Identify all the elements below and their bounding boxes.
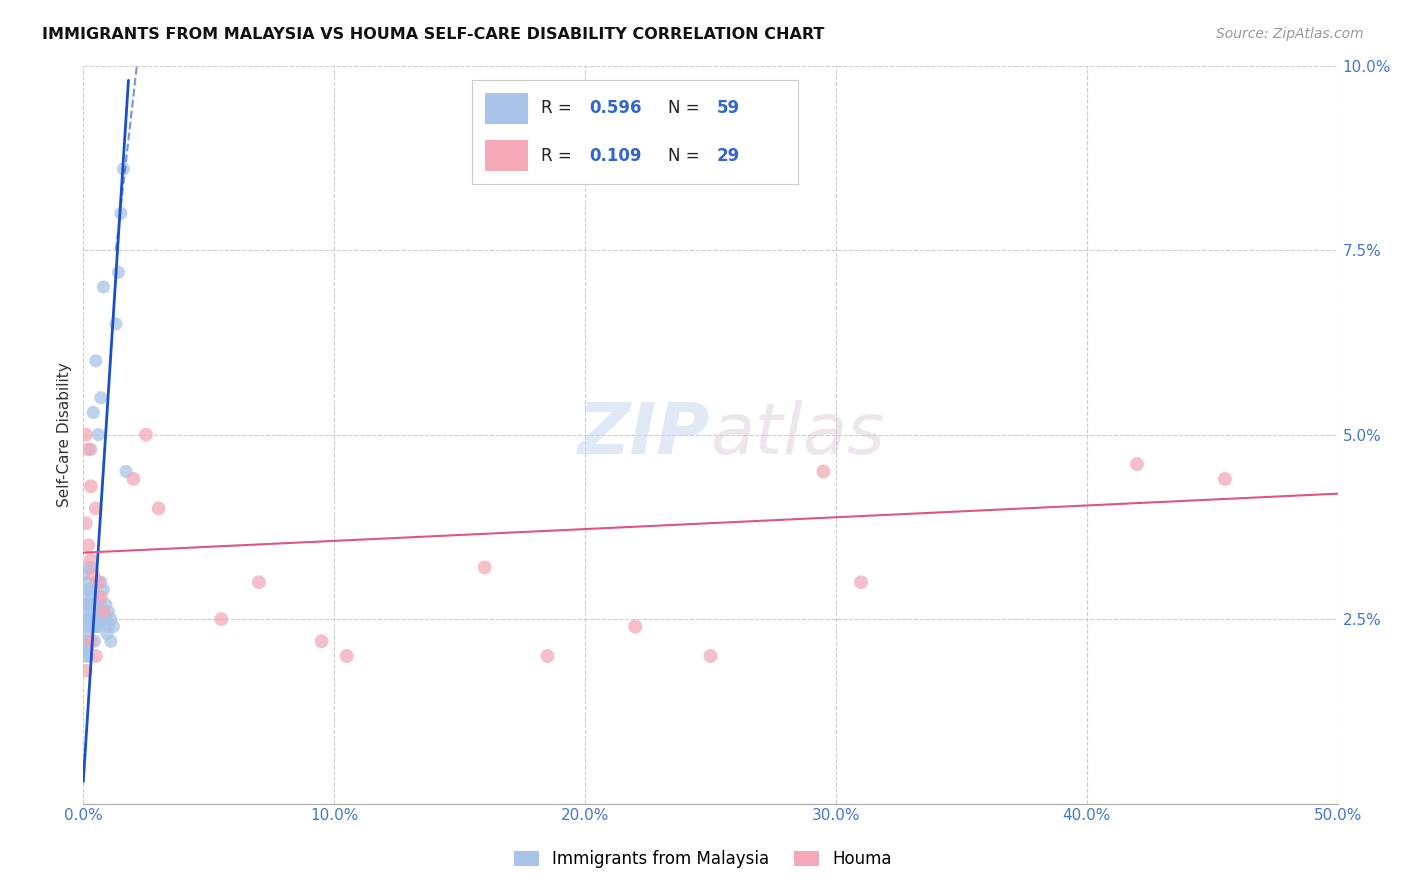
Point bbox=[87, 427, 110, 442]
Point bbox=[100, 612, 122, 626]
Point bbox=[813, 465, 835, 479]
Point bbox=[80, 560, 103, 574]
Point bbox=[97, 619, 120, 633]
Point bbox=[83, 634, 105, 648]
Point bbox=[311, 634, 333, 648]
Point bbox=[93, 280, 115, 294]
Point bbox=[77, 538, 100, 552]
Point bbox=[209, 612, 232, 626]
Point bbox=[77, 560, 100, 574]
Point bbox=[76, 634, 98, 648]
Point bbox=[94, 598, 117, 612]
Point bbox=[75, 427, 97, 442]
Point bbox=[91, 612, 114, 626]
Point bbox=[83, 619, 105, 633]
Point bbox=[87, 575, 110, 590]
Point bbox=[107, 265, 129, 279]
Point bbox=[624, 619, 647, 633]
Point bbox=[79, 612, 101, 626]
Point bbox=[90, 598, 112, 612]
Point bbox=[86, 619, 108, 633]
Point bbox=[82, 590, 104, 604]
Point bbox=[75, 641, 97, 656]
Point bbox=[87, 605, 110, 619]
Point bbox=[80, 634, 103, 648]
Text: atlas: atlas bbox=[710, 401, 886, 469]
Point bbox=[87, 590, 110, 604]
Point bbox=[73, 612, 96, 626]
Point bbox=[77, 598, 100, 612]
Point bbox=[93, 582, 115, 597]
Point bbox=[76, 627, 98, 641]
Point bbox=[90, 575, 112, 590]
Point bbox=[79, 619, 101, 633]
Point bbox=[84, 353, 107, 368]
Point bbox=[90, 590, 112, 604]
Point bbox=[148, 501, 170, 516]
Point bbox=[135, 427, 157, 442]
Point bbox=[84, 598, 107, 612]
Point bbox=[103, 619, 125, 633]
Point bbox=[87, 619, 110, 633]
Point bbox=[93, 605, 115, 619]
Point bbox=[115, 465, 138, 479]
Point bbox=[247, 575, 270, 590]
Point bbox=[94, 612, 117, 626]
Point bbox=[84, 648, 107, 663]
Point bbox=[699, 648, 721, 663]
Point bbox=[112, 161, 135, 176]
Point bbox=[76, 641, 98, 656]
Point bbox=[73, 590, 96, 604]
Point bbox=[100, 634, 122, 648]
Y-axis label: Self-Care Disability: Self-Care Disability bbox=[58, 362, 72, 507]
Point bbox=[73, 619, 96, 633]
Point bbox=[80, 612, 103, 626]
Point bbox=[73, 605, 96, 619]
Text: IMMIGRANTS FROM MALAYSIA VS HOUMA SELF-CARE DISABILITY CORRELATION CHART: IMMIGRANTS FROM MALAYSIA VS HOUMA SELF-C… bbox=[42, 27, 824, 42]
Point bbox=[474, 560, 496, 574]
Point bbox=[75, 648, 97, 663]
Point bbox=[80, 553, 103, 567]
Point bbox=[82, 567, 104, 582]
Point bbox=[80, 442, 103, 457]
Point bbox=[1213, 472, 1236, 486]
Point bbox=[82, 405, 104, 419]
Point bbox=[80, 479, 103, 493]
Point bbox=[536, 648, 558, 663]
Point bbox=[80, 598, 103, 612]
Point bbox=[75, 516, 97, 531]
Point bbox=[73, 634, 96, 648]
Point bbox=[84, 575, 107, 590]
Point bbox=[77, 442, 100, 457]
Point bbox=[104, 317, 127, 331]
Point bbox=[80, 582, 103, 597]
Text: ZIP: ZIP bbox=[578, 401, 710, 469]
Point bbox=[73, 567, 96, 582]
Point bbox=[75, 575, 97, 590]
Legend: Immigrants from Malaysia, Houma: Immigrants from Malaysia, Houma bbox=[508, 844, 898, 875]
Point bbox=[97, 605, 120, 619]
Point bbox=[849, 575, 872, 590]
Point bbox=[110, 206, 132, 220]
Point bbox=[90, 391, 112, 405]
Point bbox=[75, 598, 97, 612]
Point bbox=[82, 605, 104, 619]
Point bbox=[93, 605, 115, 619]
Point bbox=[96, 627, 118, 641]
Point bbox=[86, 612, 108, 626]
Text: Source: ZipAtlas.com: Source: ZipAtlas.com bbox=[1216, 27, 1364, 41]
Point bbox=[76, 648, 98, 663]
Point bbox=[1126, 457, 1149, 471]
Point bbox=[75, 612, 97, 626]
Point bbox=[84, 501, 107, 516]
Point bbox=[336, 648, 359, 663]
Point bbox=[122, 472, 145, 486]
Point bbox=[77, 582, 100, 597]
Point bbox=[75, 664, 97, 678]
